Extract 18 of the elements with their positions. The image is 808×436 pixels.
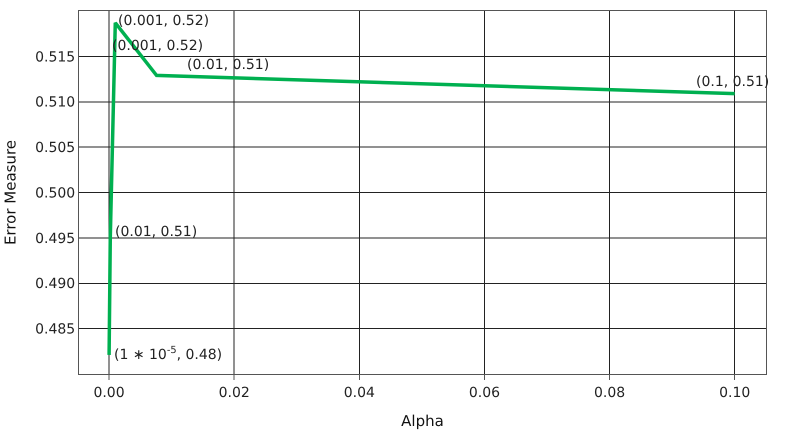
x-tick-label: 0.10: [719, 384, 750, 401]
x-tick-label: 0.02: [218, 384, 250, 401]
x-axis-title: Alpha: [401, 412, 444, 430]
y-tick-label: 0.485: [35, 322, 76, 338]
y-tick-label: 0.505: [35, 140, 76, 156]
annotation: (0.01, 0.51): [115, 224, 198, 240]
annotation: (1 ∗ 10$^{-5}$, 0.48): [114, 345, 222, 363]
y-tick-label: 0.490: [35, 276, 76, 292]
x-tick-label: 0.08: [594, 384, 626, 401]
x-tick-label: 0.06: [468, 384, 500, 401]
y-axis-title: Error Measure: [1, 140, 20, 246]
x-tick-label: 0.04: [344, 384, 375, 401]
y-tick-label: 0.510: [35, 94, 76, 111]
y-tick-label: 0.495: [35, 230, 76, 247]
y-tick-label: 0.515: [35, 49, 76, 66]
annotation: (0.001, 0.52): [118, 13, 210, 29]
y-tick-label: 0.500: [35, 185, 76, 202]
x-tick-label: 0.00: [93, 384, 125, 401]
